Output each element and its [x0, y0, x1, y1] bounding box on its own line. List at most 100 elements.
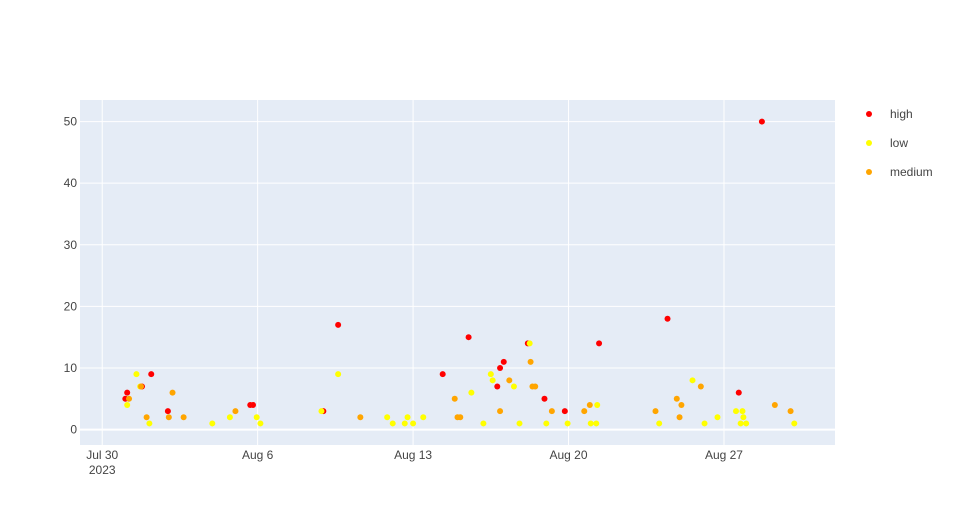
data-point-low[interactable] [253, 414, 260, 421]
data-point-medium[interactable] [357, 414, 364, 421]
data-point-low[interactable] [743, 420, 750, 427]
data-point-high[interactable] [758, 118, 765, 125]
data-point-low[interactable] [226, 414, 233, 421]
legend-item-low[interactable]: low [866, 136, 908, 150]
data-point-high[interactable] [148, 371, 155, 378]
data-point-low[interactable] [335, 371, 342, 378]
data-point-low[interactable] [480, 420, 487, 427]
data-point-low[interactable] [526, 340, 533, 347]
data-point-low[interactable] [543, 420, 550, 427]
data-point-medium[interactable] [678, 401, 685, 408]
plot-background [80, 100, 835, 445]
y-tick-label: 40 [64, 176, 78, 190]
x-tick-sublabel: 2023 [89, 463, 116, 477]
data-point-medium[interactable] [771, 401, 778, 408]
data-point-medium[interactable] [586, 401, 593, 408]
data-point-high[interactable] [164, 408, 171, 415]
y-tick-label: 0 [70, 423, 77, 437]
data-point-low[interactable] [489, 377, 496, 384]
data-point-medium[interactable] [165, 414, 172, 421]
data-point-low[interactable] [146, 420, 153, 427]
data-point-low[interactable] [401, 420, 408, 427]
data-point-low[interactable] [133, 371, 140, 378]
data-point-medium[interactable] [497, 408, 504, 415]
data-point-high[interactable] [500, 358, 507, 365]
data-point-high[interactable] [250, 401, 257, 408]
data-point-low[interactable] [594, 401, 601, 408]
data-point-low[interactable] [389, 420, 396, 427]
data-point-medium[interactable] [451, 395, 458, 402]
data-point-medium[interactable] [527, 358, 534, 365]
data-point-low[interactable] [791, 420, 798, 427]
y-axis-ticks: 0 10 20 30 40 50 [64, 115, 78, 437]
data-point-low[interactable] [410, 420, 417, 427]
data-point-low[interactable] [487, 371, 494, 378]
data-point-low[interactable] [468, 389, 475, 396]
data-point-medium[interactable] [787, 408, 794, 415]
y-tick-label: 20 [64, 299, 78, 313]
data-point-medium[interactable] [180, 414, 187, 421]
data-point-medium[interactable] [457, 414, 464, 421]
x-tick-label: Aug 13 [394, 448, 432, 462]
data-point-low[interactable] [714, 414, 721, 421]
data-point-low[interactable] [420, 414, 427, 421]
data-point-medium[interactable] [506, 377, 513, 384]
data-point-medium[interactable] [652, 408, 659, 415]
data-point-medium[interactable] [532, 383, 539, 390]
data-point-high[interactable] [439, 371, 446, 378]
data-point-low[interactable] [739, 408, 746, 415]
data-point-medium[interactable] [126, 395, 133, 402]
data-point-high[interactable] [465, 334, 472, 341]
data-point-low[interactable] [384, 414, 391, 421]
data-point-high[interactable] [735, 389, 742, 396]
data-point-medium[interactable] [697, 383, 704, 390]
x-tick-label: Jul 30 [86, 448, 118, 462]
data-point-medium[interactable] [676, 414, 683, 421]
data-point-low[interactable] [404, 414, 411, 421]
data-points [122, 118, 798, 427]
legend-item-medium[interactable]: medium [866, 165, 933, 179]
data-point-high[interactable] [664, 315, 671, 322]
data-point-medium[interactable] [581, 408, 588, 415]
data-point-medium[interactable] [143, 414, 150, 421]
legend-marker [866, 140, 872, 146]
data-point-high[interactable] [561, 408, 568, 415]
data-point-low[interactable] [318, 408, 325, 415]
data-point-high[interactable] [497, 364, 504, 371]
data-point-high[interactable] [596, 340, 603, 347]
data-point-medium[interactable] [548, 408, 555, 415]
gridlines [80, 100, 835, 445]
data-point-low[interactable] [564, 420, 571, 427]
data-point-low[interactable] [257, 420, 264, 427]
data-point-low[interactable] [656, 420, 663, 427]
data-point-medium[interactable] [169, 389, 176, 396]
data-point-high[interactable] [494, 383, 501, 390]
data-point-low[interactable] [209, 420, 216, 427]
data-point-low[interactable] [510, 383, 517, 390]
y-tick-label: 30 [64, 238, 78, 252]
legend[interactable]: high low medium [866, 107, 933, 179]
data-point-low[interactable] [516, 420, 523, 427]
data-point-medium[interactable] [232, 408, 239, 415]
data-point-low[interactable] [701, 420, 708, 427]
data-point-low[interactable] [740, 414, 747, 421]
y-tick-label: 10 [64, 361, 78, 375]
y-tick-label: 50 [64, 115, 78, 129]
data-point-low[interactable] [593, 420, 600, 427]
data-point-low[interactable] [124, 401, 131, 408]
legend-marker [866, 111, 872, 117]
data-point-medium[interactable] [138, 383, 145, 390]
data-point-low[interactable] [732, 408, 739, 415]
data-point-low[interactable] [587, 420, 594, 427]
data-point-low[interactable] [689, 377, 696, 384]
data-point-high[interactable] [335, 321, 342, 328]
data-point-medium[interactable] [673, 395, 680, 402]
data-point-high[interactable] [124, 389, 131, 396]
x-tick-label: Aug 27 [705, 448, 743, 462]
data-point-low[interactable] [737, 420, 744, 427]
legend-label: medium [890, 165, 933, 179]
legend-item-high[interactable]: high [866, 107, 913, 121]
data-point-high[interactable] [541, 395, 548, 402]
